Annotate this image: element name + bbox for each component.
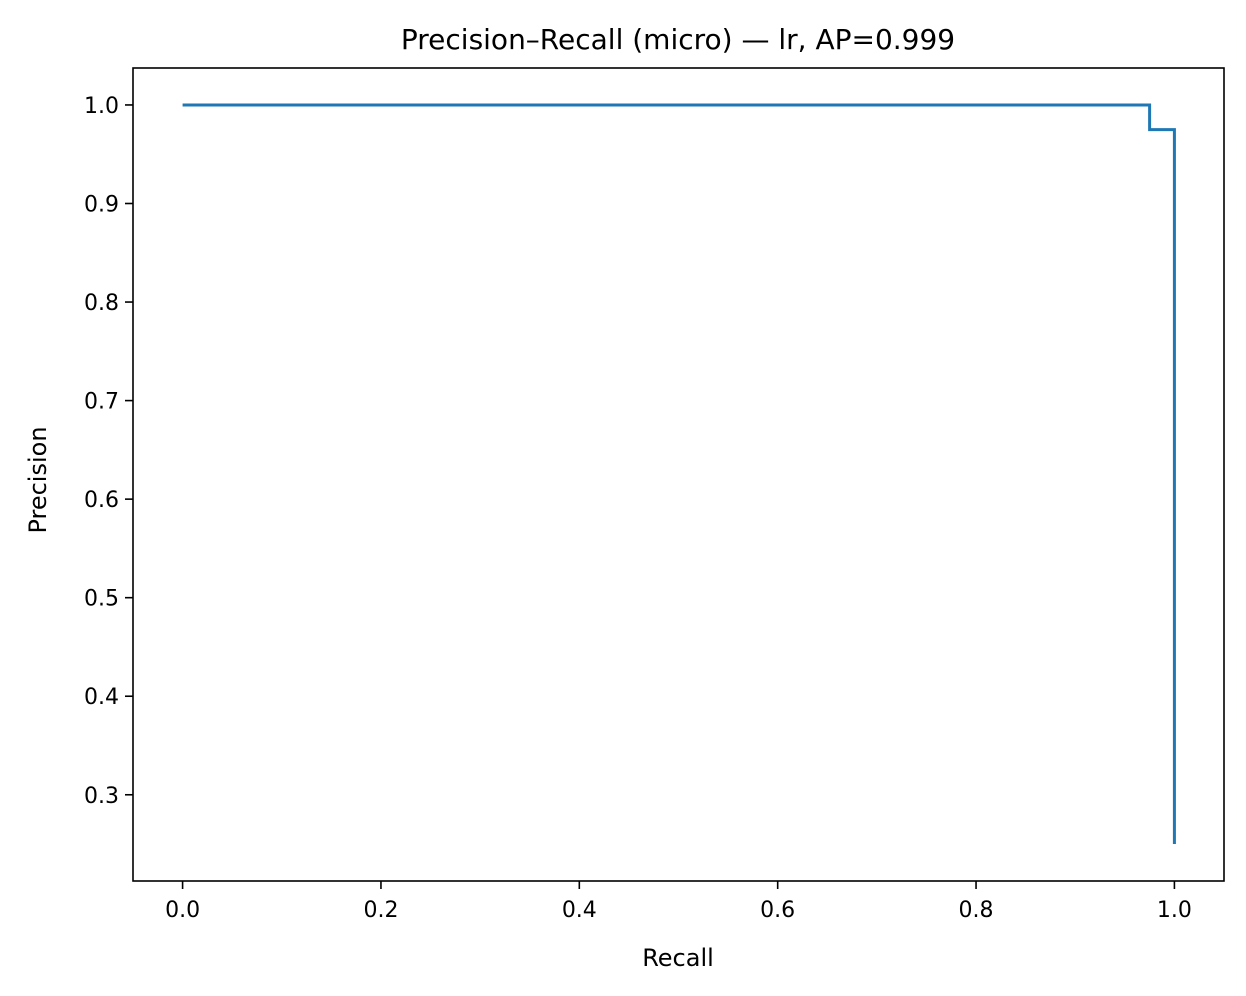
series-layer bbox=[182, 103, 1176, 845]
x-tick-label: 0.2 bbox=[363, 898, 398, 923]
y-tick-label: 0.4 bbox=[84, 685, 119, 710]
plot-area bbox=[132, 67, 1225, 882]
y-tick-label: 0.8 bbox=[84, 291, 119, 316]
pr-curve-line bbox=[182, 103, 1176, 845]
y-tick-label: 0.7 bbox=[84, 390, 119, 415]
y-axis-label: Precision bbox=[24, 426, 52, 533]
x-tick-label: 0.4 bbox=[562, 898, 597, 923]
y-tick-label: 0.5 bbox=[84, 587, 119, 612]
y-tick-label: 0.3 bbox=[84, 784, 119, 809]
x-tick-label: 0.6 bbox=[760, 898, 795, 923]
x-tick-label: 0.0 bbox=[165, 898, 200, 923]
y-tick-label: 0.9 bbox=[84, 193, 119, 218]
x-axis: 0.0 0.2 0.4 0.6 0.8 1.0 bbox=[165, 881, 1192, 923]
x-axis-label: Recall bbox=[642, 944, 714, 972]
y-tick-label: 1.0 bbox=[84, 94, 119, 119]
chart-title: Precision–Recall (micro) — lr, AP=0.999 bbox=[401, 23, 955, 56]
y-axis: 0.3 0.4 0.5 0.6 0.7 0.8 0.9 1.0 bbox=[84, 94, 133, 809]
x-tick-label: 0.8 bbox=[959, 898, 994, 923]
x-tick-label: 1.0 bbox=[1157, 898, 1192, 923]
y-tick-label: 0.6 bbox=[84, 488, 119, 513]
